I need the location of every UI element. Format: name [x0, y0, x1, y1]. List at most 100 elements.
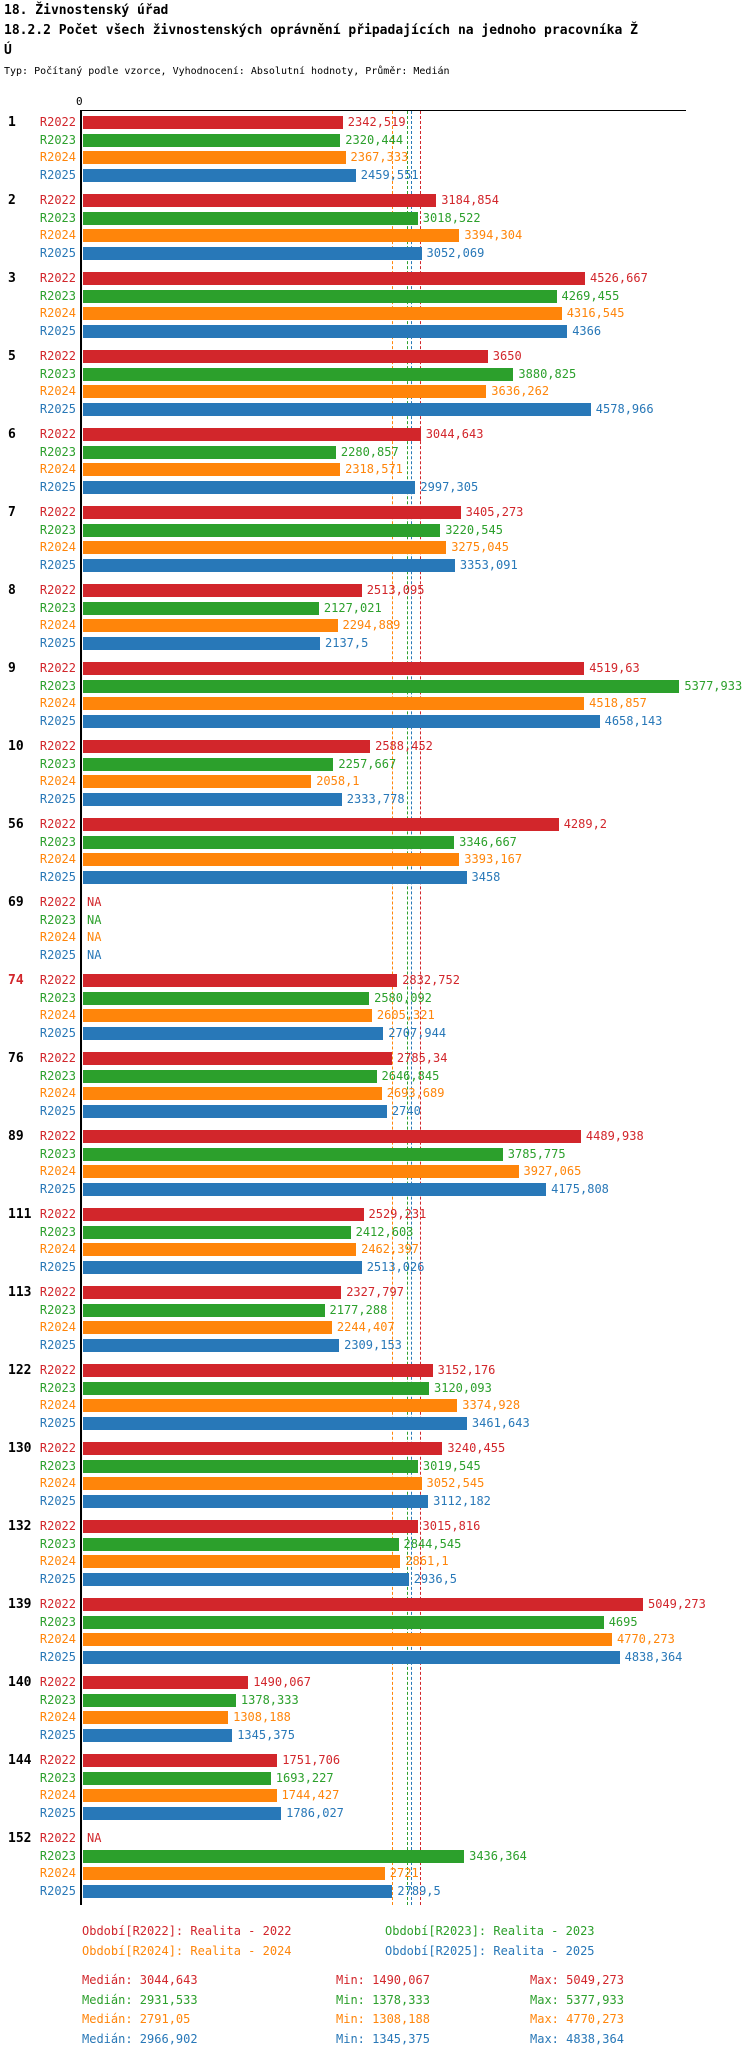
bar-r2025 [83, 1026, 384, 1040]
value-label: 3394,304 [464, 228, 523, 242]
value-label: 2721 [389, 1866, 419, 1880]
value-label: 2844,545 [403, 1536, 462, 1551]
bar-row: R2025 4658,143 [0, 713, 750, 731]
value-label: 2294,889 [342, 618, 401, 632]
bar-row: R2025 2789,5 [0, 1883, 750, 1901]
bar-r2024 [83, 307, 562, 320]
value-label: 2580,092 [374, 990, 432, 1005]
group-label: 140 [8, 1675, 32, 1690]
value-label: 2459,551 [360, 167, 419, 182]
value-label: 3880,825 [518, 366, 577, 381]
bar-row: R2023 2257,667 [0, 756, 750, 774]
series-label: R2022 [39, 895, 76, 909]
bar-row: R2024 2058,1 [0, 773, 750, 791]
value-label: 4526,667 [590, 271, 648, 285]
value-label: 2785,34 [396, 1051, 448, 1065]
series-label: R2024 [39, 228, 76, 242]
series-label: R2025 [39, 635, 76, 650]
bar-r2023 [83, 1459, 418, 1473]
group-label: 3 [8, 271, 16, 286]
bar-group-140: 140 R2022 1490,067 R2023 1378,333 R2024 1308,1… [0, 1674, 750, 1744]
bar-row: R2024 2605,321 [0, 1007, 750, 1025]
series-label: R2022 [39, 1831, 76, 1845]
bar-row: R2023 3785,775 [0, 1146, 750, 1164]
group-label: 144 [8, 1753, 32, 1768]
chart-title-line1: 18.2.2 Počet všech živnostenských oprávn… [4, 23, 638, 38]
series-label: R2022 [39, 817, 76, 831]
series-label: R2025 [39, 1415, 76, 1430]
stat-median-r2023: Medián: 2931,533 [82, 1993, 198, 2007]
bar-r2023 [83, 523, 441, 537]
group-label: 139 [8, 1597, 32, 1612]
value-label: 4578,966 [595, 401, 654, 416]
bar-r2022 [83, 1598, 643, 1611]
bar-r2022 [83, 740, 371, 753]
bar-r2024 [83, 385, 487, 398]
group-label: 152 [8, 1831, 32, 1846]
bar-r2022 [83, 194, 437, 207]
bar-group-7: 7 R2022 3405,273 R2023 3220,545 R2024 3275,045… [0, 504, 750, 574]
series-label: R2022 [39, 271, 76, 285]
value-label: 4366 [572, 323, 602, 338]
series-label: R2022 [39, 1129, 76, 1143]
bar-r2024 [83, 1789, 277, 1802]
series-label: R2025 [39, 1025, 76, 1040]
bar-r2025 [83, 1572, 409, 1586]
series-label: R2022 [39, 193, 76, 207]
bar-r2022 [83, 506, 461, 519]
value-label: 1378,333 [240, 1692, 299, 1707]
value-label: 4838,364 [624, 1649, 683, 1664]
bar-row: R2022 4519,63 [0, 660, 750, 678]
series-label: R2024 [39, 462, 76, 476]
bar-r2023 [83, 1069, 377, 1083]
bar-row: R2025 2513,026 [0, 1259, 750, 1277]
bar-r2023 [83, 991, 370, 1005]
bar-r2024 [83, 853, 460, 866]
series-label: R2023 [39, 1692, 76, 1707]
group-label: 111 [8, 1207, 32, 1222]
value-label: 2529,231 [368, 1207, 427, 1221]
bar-row: R2023 3346,667 [0, 834, 750, 852]
series-label: R2025 [39, 947, 76, 962]
series-label: R2024 [39, 1632, 76, 1646]
bar-r2022 [83, 818, 559, 831]
value-label: 3785,775 [507, 1146, 566, 1161]
bar-row: R2022 2342,519 [0, 114, 750, 132]
value-label: 4289,2 [563, 817, 608, 831]
value-label: 3393,167 [464, 852, 523, 866]
bar-r2024 [83, 1087, 382, 1100]
stat-min-r2022: Min: 1490,067 [336, 1973, 430, 1987]
value-label: 3152,176 [437, 1363, 496, 1377]
bar-r2022 [83, 116, 343, 129]
bar-row: R2025 2459,551 [0, 167, 750, 185]
value-label: NA [87, 947, 102, 962]
value-label: 2137,5 [325, 635, 369, 650]
bar-row: R2025 1345,375 [0, 1727, 750, 1745]
series-label: R2024 [39, 1086, 76, 1100]
value-label: 3112,182 [433, 1493, 491, 1508]
bar-row: R2022 3184,854 [0, 192, 750, 210]
series-label: R2022 [39, 505, 76, 519]
group-label: 9 [8, 661, 16, 676]
series-label: R2023 [39, 1536, 76, 1551]
bar-row: R2022 4526,667 [0, 270, 750, 288]
bar-row: R2022 NA [0, 894, 750, 912]
value-label: 2588,452 [375, 739, 433, 753]
series-label: R2024 [39, 618, 76, 632]
series-label: R2022 [39, 1753, 76, 1767]
series-label: R2025 [39, 479, 76, 494]
value-label: 2177,288 [329, 1302, 388, 1317]
bar-row: R2022 2785,34 [0, 1050, 750, 1068]
group-label: 89 [8, 1129, 24, 1144]
stat-min-r2025: Min: 1345,375 [336, 2032, 430, 2046]
stat-median-r2025: Medián: 2966,902 [82, 2032, 198, 2046]
series-label: R2023 [39, 1302, 76, 1317]
bar-r2024 [83, 1399, 458, 1412]
series-label: R2023 [39, 132, 76, 147]
bar-r2023 [83, 1849, 465, 1863]
value-label: 5049,273 [648, 1597, 706, 1611]
value-label: NA [87, 930, 102, 944]
bar-row: R2025 2740 [0, 1103, 750, 1121]
value-label: 3458 [471, 869, 501, 884]
bar-r2022 [83, 1052, 392, 1065]
